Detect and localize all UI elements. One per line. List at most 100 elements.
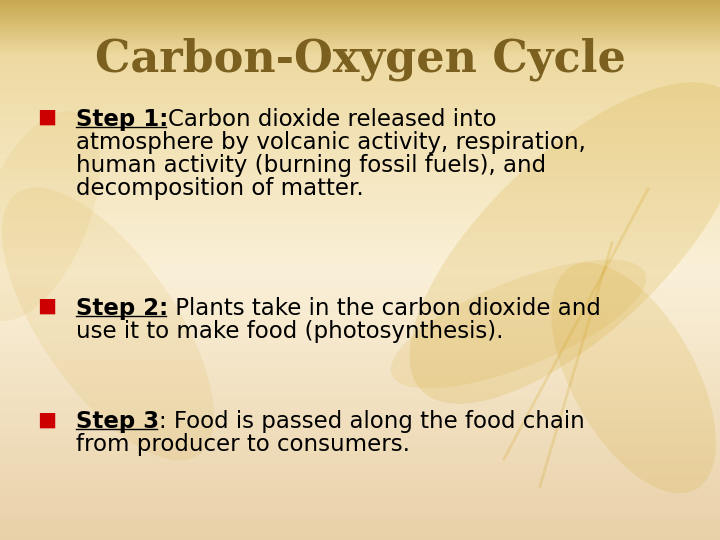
Text: ■: ■	[37, 108, 56, 127]
Bar	[0, 456, 720, 459]
Bar	[0, 491, 720, 494]
Bar	[0, 343, 720, 346]
Bar	[0, 286, 720, 289]
Bar	[0, 251, 720, 254]
Bar	[0, 32, 720, 35]
Bar	[0, 73, 720, 76]
Bar	[0, 502, 720, 505]
Bar	[0, 281, 720, 284]
Bar	[0, 254, 720, 256]
Text: decomposition of matter.: decomposition of matter.	[76, 177, 364, 200]
Bar	[0, 362, 720, 364]
Bar	[0, 356, 720, 359]
Bar	[0, 275, 720, 278]
Bar	[0, 284, 720, 286]
Bar	[0, 194, 720, 197]
Bar	[0, 386, 720, 389]
Bar	[0, 124, 720, 127]
Bar	[0, 178, 720, 181]
Bar	[0, 289, 720, 292]
Bar	[0, 513, 720, 516]
Bar	[0, 273, 720, 275]
Bar	[0, 319, 720, 321]
Bar	[0, 510, 720, 513]
Bar	[0, 316, 720, 319]
Bar	[0, 135, 720, 138]
Bar	[0, 200, 720, 202]
Bar	[0, 346, 720, 348]
Text: Carbon-Oxygen Cycle: Carbon-Oxygen Cycle	[94, 38, 626, 82]
Bar	[0, 408, 720, 410]
Bar	[0, 84, 720, 86]
Bar	[0, 305, 720, 308]
Bar	[0, 113, 720, 116]
Bar	[0, 378, 720, 381]
Bar	[0, 313, 720, 316]
Bar	[0, 167, 720, 170]
Text: : Food is passed along the food chain: : Food is passed along the food chain	[158, 410, 585, 434]
Bar	[0, 467, 720, 470]
Bar	[0, 122, 720, 124]
Bar	[0, 354, 720, 356]
Bar	[0, 243, 720, 246]
Bar	[0, 516, 720, 518]
Bar	[0, 383, 720, 386]
Bar	[0, 537, 720, 540]
Bar	[0, 51, 720, 54]
Bar	[0, 459, 720, 462]
Bar	[0, 59, 720, 62]
Bar	[0, 157, 720, 159]
Text: Carbon dioxide released into: Carbon dioxide released into	[168, 108, 496, 131]
Bar	[0, 370, 720, 373]
Bar	[0, 259, 720, 262]
Bar	[0, 300, 720, 302]
Bar	[0, 211, 720, 213]
Bar	[0, 8, 720, 11]
Bar	[0, 103, 720, 105]
Bar	[0, 181, 720, 184]
Bar	[0, 329, 720, 332]
Bar	[0, 68, 720, 70]
Bar	[0, 427, 720, 429]
Bar	[0, 302, 720, 305]
Ellipse shape	[410, 82, 720, 404]
Bar	[0, 49, 720, 51]
Bar	[0, 256, 720, 259]
Bar	[0, 397, 720, 400]
Bar	[0, 148, 720, 151]
Bar	[0, 340, 720, 343]
Bar	[0, 46, 720, 49]
Bar	[0, 405, 720, 408]
Bar	[0, 413, 720, 416]
Bar	[0, 170, 720, 173]
Bar	[0, 532, 720, 535]
Bar	[0, 270, 720, 273]
Bar	[0, 410, 720, 413]
Bar	[0, 489, 720, 491]
Bar	[0, 138, 720, 140]
Bar	[0, 472, 720, 475]
Bar	[0, 238, 720, 240]
Bar	[0, 86, 720, 89]
Bar	[0, 100, 720, 103]
Bar	[0, 186, 720, 189]
Bar	[0, 524, 720, 526]
Bar	[0, 338, 720, 340]
Bar	[0, 497, 720, 500]
Bar	[0, 486, 720, 489]
Bar	[0, 40, 720, 43]
Bar	[0, 381, 720, 383]
Bar	[0, 294, 720, 297]
Ellipse shape	[0, 111, 100, 321]
Bar	[0, 462, 720, 464]
Bar	[0, 508, 720, 510]
Bar	[0, 213, 720, 216]
Bar	[0, 140, 720, 143]
Bar	[0, 324, 720, 327]
Bar	[0, 440, 720, 443]
Bar	[0, 478, 720, 481]
Bar	[0, 332, 720, 335]
Bar	[0, 464, 720, 467]
Bar	[0, 132, 720, 135]
Bar	[0, 14, 720, 16]
